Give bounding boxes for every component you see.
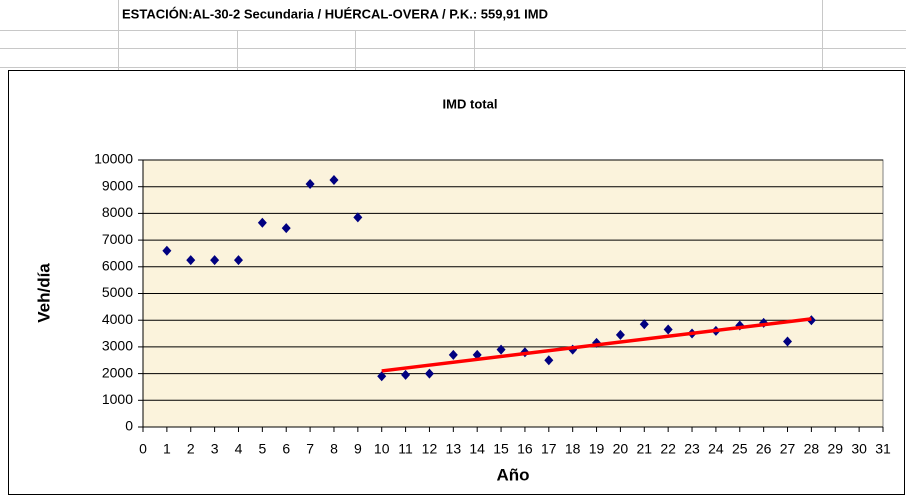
x-tick-label: 14 [469, 441, 485, 457]
point [353, 212, 363, 223]
x-tick-label: 10 [374, 441, 390, 457]
x-tick-label: 30 [851, 441, 867, 457]
y-tick-label: 6000 [102, 258, 133, 274]
x-tick-label: 15 [493, 441, 509, 457]
plot: 0100020003000400050006000700080009000100… [94, 151, 891, 457]
y-tick-label: 3000 [102, 338, 133, 354]
x-tick-label: 20 [613, 441, 629, 457]
x-tick-label: 25 [732, 441, 748, 457]
point [424, 368, 434, 379]
sheet-grid [0, 0, 906, 70]
x-tick-label: 17 [541, 441, 557, 457]
x-tick-label: 24 [708, 441, 724, 457]
x-tick-label: 13 [446, 441, 462, 457]
point [448, 349, 458, 360]
y-tick-label: 0 [125, 418, 133, 434]
x-tick-label: 23 [684, 441, 700, 457]
x-tick-label: 3 [211, 441, 219, 457]
point [783, 336, 793, 347]
x-tick-label: 1 [163, 441, 171, 457]
sheet-title: ESTACIÓN:AL-30-2 Secundaria / HUÉRCAL-OV… [122, 6, 548, 21]
x-tick-label: 5 [258, 441, 266, 457]
y-tick-label: 9000 [102, 177, 133, 193]
point [663, 324, 673, 335]
y-tick-label: 8000 [102, 204, 133, 220]
point [233, 255, 243, 266]
y-tick-label: 5000 [102, 284, 133, 300]
trendline [381, 317, 812, 373]
y-tick-label: 4000 [102, 311, 133, 327]
x-tick-label: 22 [660, 441, 676, 457]
point [305, 179, 315, 190]
x-tick-label: 12 [422, 441, 438, 457]
point [401, 369, 411, 380]
x-tick-label: 19 [589, 441, 605, 457]
x-tick-label: 26 [756, 441, 772, 457]
x-tick-label: 27 [780, 441, 796, 457]
point [615, 329, 625, 340]
point [329, 175, 339, 186]
x-tick-label: 21 [637, 441, 653, 457]
point [544, 355, 554, 366]
point [162, 245, 172, 256]
y-tick-label: 2000 [102, 364, 133, 380]
x-tick-label: 6 [282, 441, 290, 457]
x-tick-label: 29 [827, 441, 843, 457]
x-tick-label: 4 [235, 441, 243, 457]
point [257, 217, 267, 228]
x-axis-label: Año [496, 465, 529, 484]
x-tick-label: 0 [139, 441, 147, 457]
x-tick-label: 2 [187, 441, 195, 457]
y-tick-label: 7000 [102, 231, 133, 247]
point [186, 255, 196, 266]
point [639, 319, 649, 330]
x-tick-label: 7 [306, 441, 314, 457]
point [210, 255, 220, 266]
x-tick-label: 8 [330, 441, 338, 457]
x-tick-label: 9 [354, 441, 362, 457]
chart-title: IMD total [443, 96, 498, 111]
x-tick-label: 31 [875, 441, 891, 457]
x-tick-label: 18 [565, 441, 581, 457]
x-tick-label: 16 [517, 441, 533, 457]
y-tick-label: 1000 [102, 391, 133, 407]
point [377, 371, 387, 382]
y-tick-label: 10000 [94, 151, 133, 167]
y-axis-label: Veh/día [34, 263, 53, 323]
x-tick-label: 28 [804, 441, 820, 457]
x-tick-label: 11 [398, 441, 413, 457]
point [281, 223, 291, 234]
point [496, 344, 506, 355]
